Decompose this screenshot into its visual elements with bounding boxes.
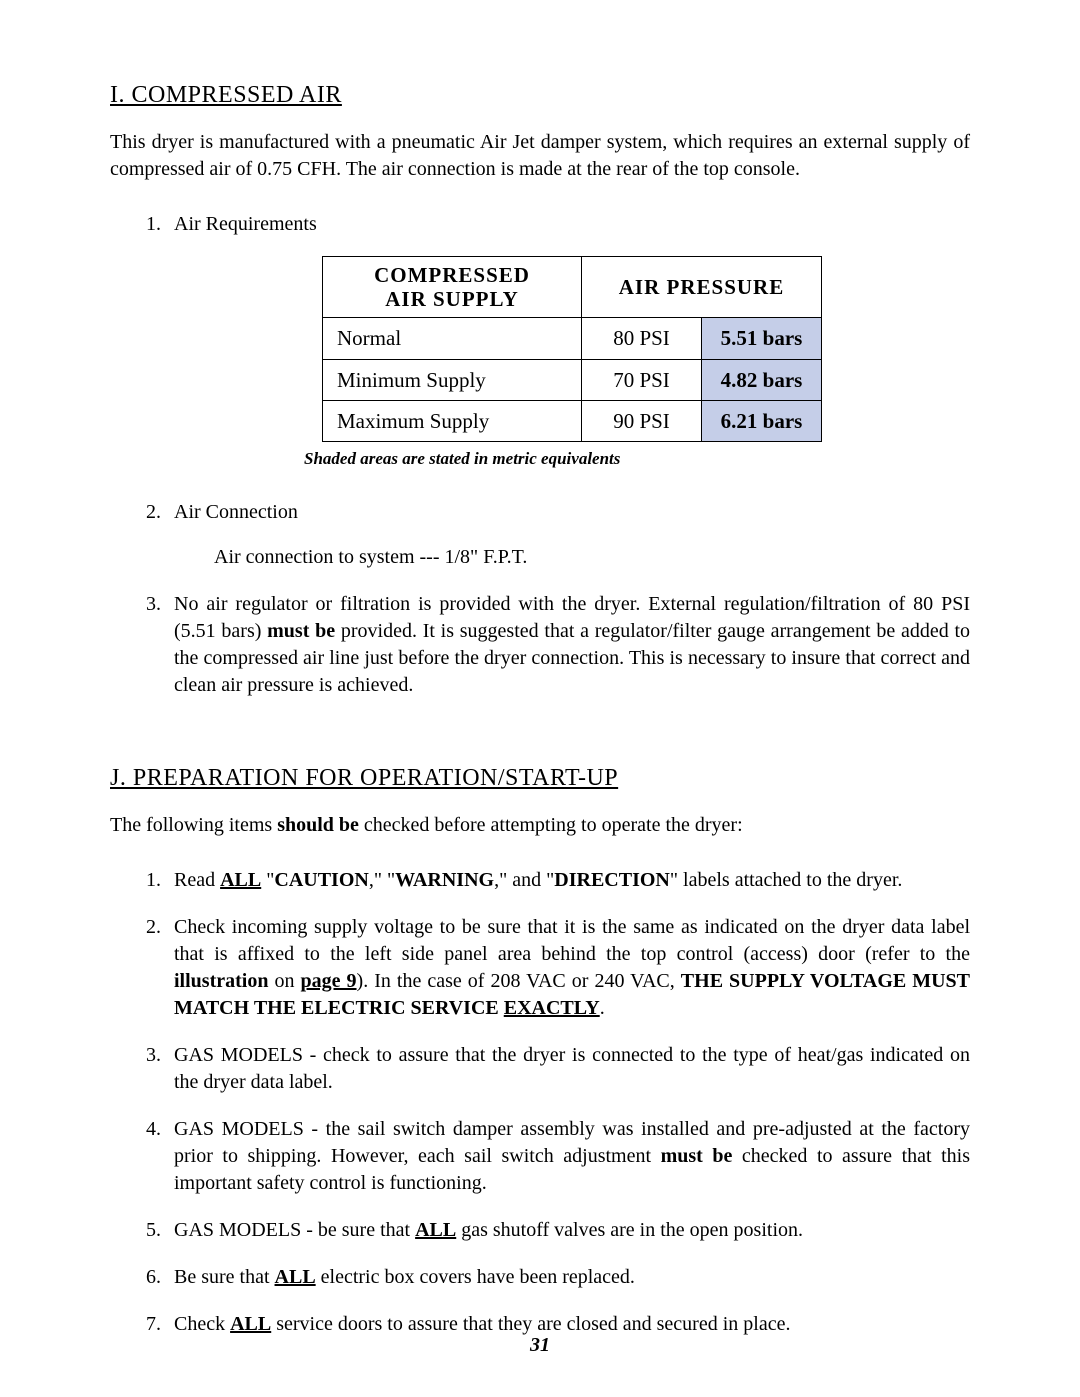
direction-label: DIRECTION bbox=[554, 869, 670, 891]
table-row: Maximum Supply 90 PSI 6.21 bars bbox=[323, 400, 822, 441]
table-footnote: Shaded areas are stated in metric equiva… bbox=[304, 448, 970, 471]
row-label: Minimum Supply bbox=[323, 359, 582, 400]
air-requirements-table: COMPRESSED AIR SUPPLY AIR PRESSURE Norma… bbox=[322, 256, 822, 442]
sec-j-intro-post: checked before attempting to operate the… bbox=[359, 814, 743, 836]
caution-label: CAUTION bbox=[274, 869, 368, 891]
sec-i-item-2-label: Air Connection bbox=[174, 501, 298, 523]
sec-j-item-1: Read ALL "CAUTION," "WARNING," and "DIRE… bbox=[166, 867, 970, 894]
sec-j-item-3: GAS MODELS - check to assure that the dr… bbox=[166, 1042, 970, 1096]
table-row: Minimum Supply 70 PSI 4.82 bars bbox=[323, 359, 822, 400]
row-psi: 90 PSI bbox=[582, 400, 702, 441]
row-bars: 5.51 bars bbox=[702, 318, 822, 359]
all-label: ALL bbox=[275, 1266, 316, 1288]
t: Check bbox=[174, 1313, 230, 1335]
section-i-heading: I. COMPRESSED AIR bbox=[110, 82, 970, 109]
t: Be sure that bbox=[174, 1266, 275, 1288]
sec-j-intro-shouldbe: should be bbox=[277, 814, 359, 836]
table-header-row: COMPRESSED AIR SUPPLY AIR PRESSURE bbox=[323, 257, 822, 318]
col-supply: COMPRESSED AIR SUPPLY bbox=[323, 257, 582, 318]
all-label: ALL bbox=[230, 1313, 271, 1335]
t: gas shutoff valves are in the open posit… bbox=[456, 1219, 803, 1241]
section-j-list: Read ALL "CAUTION," "WARNING," and "DIRE… bbox=[110, 867, 970, 1338]
row-label: Maximum Supply bbox=[323, 400, 582, 441]
sec-i-item-2-body: Air connection to system --- 1/8" F.P.T. bbox=[214, 544, 970, 571]
t: . bbox=[600, 997, 605, 1019]
sec-i-item-3-mustbe: must be bbox=[267, 620, 335, 642]
row-psi: 70 PSI bbox=[582, 359, 702, 400]
section-j-intro: The following items should be checked be… bbox=[110, 812, 970, 839]
sec-j-intro-pre: The following items bbox=[110, 814, 277, 836]
exactly-label: EXACTLY bbox=[504, 997, 600, 1019]
sec-j-item-6: Be sure that ALL electric box covers hav… bbox=[166, 1264, 970, 1291]
t: ," " bbox=[369, 869, 395, 891]
illustration-label: illustration bbox=[174, 970, 268, 992]
t: " labels attached to the dryer. bbox=[670, 869, 903, 891]
mustbe-label: must be bbox=[661, 1145, 733, 1167]
t: service doors to assure that they are cl… bbox=[271, 1313, 790, 1335]
sec-i-item-1: Air Requirements COMPRESSED AIR SUPPLY A… bbox=[166, 211, 970, 471]
t: Read bbox=[174, 869, 220, 891]
col-supply-line1: COMPRESSED bbox=[374, 263, 530, 287]
t: electric box covers have been replaced. bbox=[316, 1266, 635, 1288]
all-label: ALL bbox=[415, 1219, 456, 1241]
t: Check incoming supply voltage to be sure… bbox=[174, 916, 970, 965]
page9-link: page 9 bbox=[301, 970, 357, 992]
sec-j-item-5: GAS MODELS - be sure that ALL gas shutof… bbox=[166, 1217, 970, 1244]
col-pressure: AIR PRESSURE bbox=[582, 257, 822, 318]
sec-j-item-2: Check incoming supply voltage to be sure… bbox=[166, 914, 970, 1022]
page-number: 31 bbox=[0, 1334, 1080, 1357]
sec-i-item-1-label: Air Requirements bbox=[174, 213, 317, 235]
warning-label: WARNING bbox=[395, 869, 494, 891]
col-supply-line2: AIR SUPPLY bbox=[385, 287, 519, 311]
sec-i-item-2: Air Connection Air connection to system … bbox=[166, 499, 970, 571]
row-bars: 4.82 bars bbox=[702, 359, 822, 400]
section-i-intro: This dryer is manufactured with a pneuma… bbox=[110, 129, 970, 183]
row-psi: 80 PSI bbox=[582, 318, 702, 359]
page: I. COMPRESSED AIR This dryer is manufact… bbox=[0, 0, 1080, 1397]
row-bars: 6.21 bars bbox=[702, 400, 822, 441]
t: " bbox=[261, 869, 274, 891]
row-label: Normal bbox=[323, 318, 582, 359]
t: ," and " bbox=[494, 869, 554, 891]
all-label: ALL bbox=[220, 869, 261, 891]
table-row: Normal 80 PSI 5.51 bars bbox=[323, 318, 822, 359]
sec-i-item-3: No air regulator or filtration is provid… bbox=[166, 591, 970, 699]
sec-j-item-4: GAS MODELS - the sail switch damper asse… bbox=[166, 1116, 970, 1197]
t: ). In the case of 208 VAC or 240 VAC, bbox=[357, 970, 681, 992]
t: on bbox=[268, 970, 300, 992]
section-j-heading: J. PREPARATION FOR OPERATION/START-UP bbox=[110, 765, 970, 792]
t: GAS MODELS - be sure that bbox=[174, 1219, 415, 1241]
section-i-list: Air Requirements COMPRESSED AIR SUPPLY A… bbox=[110, 211, 970, 699]
section-gap bbox=[110, 719, 970, 765]
